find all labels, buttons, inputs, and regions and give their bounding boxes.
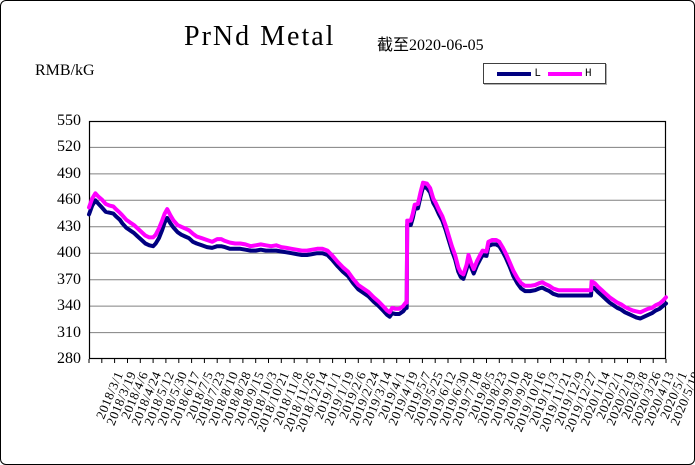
y-axis-tick-label: 550 (57, 112, 81, 129)
plot-svg (87, 120, 668, 363)
chart-title: PrNd Metal (184, 21, 336, 52)
y-axis-tick-label: 520 (57, 138, 81, 156)
legend-label-h: H (585, 67, 592, 80)
y-axis-tick-label: 370 (57, 270, 81, 288)
legend-swatch-l (497, 71, 532, 76)
y-axis-tick-label: 400 (57, 244, 81, 262)
y-axis-tick-label: 310 (57, 323, 81, 341)
legend-swatch-h (548, 71, 582, 76)
series-h-line (87, 180, 668, 315)
legend: L H (483, 63, 606, 84)
plot-border (88, 120, 667, 360)
chart-subtitle: 截至2020-06-05 (377, 37, 484, 54)
y-axis-tick-label: 280 (57, 350, 81, 367)
legend-item-l: L (497, 68, 541, 80)
series-l-line (87, 185, 668, 321)
y-axis-tick-label: 490 (57, 164, 81, 182)
y-axis-tick-label: 340 (57, 297, 81, 315)
legend-item-h: H (548, 68, 592, 80)
legend-label-l: L (534, 67, 541, 80)
y-axis-tick-label: 430 (57, 217, 81, 235)
y-axis-tick-label: 460 (57, 191, 81, 209)
y-axis-unit-label: RMB/kG (35, 62, 95, 79)
